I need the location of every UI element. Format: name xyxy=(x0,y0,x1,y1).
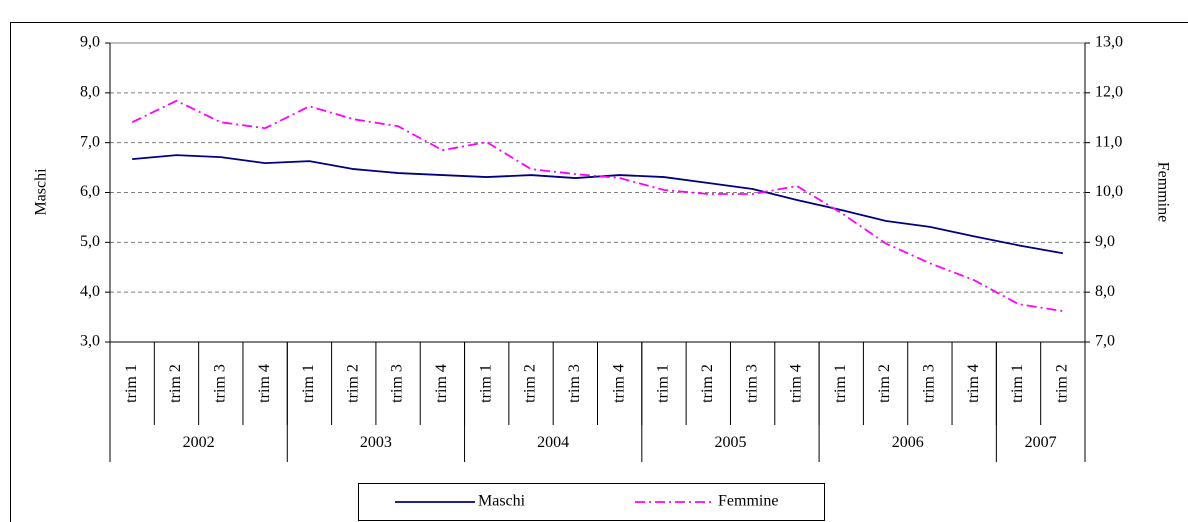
legend-label: Femmine xyxy=(718,493,778,510)
y2-tick-label: 11,0 xyxy=(1095,133,1122,150)
x-tick-label: trim 4 xyxy=(433,364,450,403)
y2-axis-label: Femmine xyxy=(1154,162,1171,222)
x-tick-label: trim 1 xyxy=(832,364,849,403)
x-tick-label: trim 2 xyxy=(167,364,184,403)
y2-tick-label: 10,0 xyxy=(1095,183,1123,200)
y2-tick-label: 12,0 xyxy=(1095,84,1123,101)
year-label: 2004 xyxy=(537,434,569,451)
legend-label: Maschi xyxy=(478,493,526,510)
chart-frame xyxy=(10,22,1188,522)
year-label: 2007 xyxy=(1025,434,1057,451)
year-label: 2003 xyxy=(360,434,392,451)
y2-tick-label: 7,0 xyxy=(1095,333,1115,350)
x-tick-label: trim 4 xyxy=(788,364,805,403)
x-tick-label: trim 3 xyxy=(921,364,938,403)
year-label: 2002 xyxy=(183,434,215,451)
y-tick-label: 5,0 xyxy=(80,233,100,250)
y2-tick-label: 8,0 xyxy=(1095,283,1115,300)
x-tick-label: trim 2 xyxy=(1054,364,1071,403)
y-tick-label: 4,0 xyxy=(80,283,100,300)
x-tick-label: trim 1 xyxy=(300,364,317,403)
y-axis-label: Maschi xyxy=(33,168,50,216)
x-tick-label: trim 1 xyxy=(1009,364,1026,403)
x-tick-label: trim 3 xyxy=(211,364,228,403)
x-tick-label: trim 3 xyxy=(566,364,583,403)
year-label: 2006 xyxy=(892,434,924,451)
y-tick-label: 9,0 xyxy=(80,34,100,51)
y-tick-label: 6,0 xyxy=(80,183,100,200)
x-tick-label: trim 2 xyxy=(344,364,361,403)
x-tick-label: trim 1 xyxy=(123,364,140,403)
x-tick-label: trim 4 xyxy=(965,364,982,403)
x-tick-label: trim 3 xyxy=(743,364,760,403)
y-tick-label: 8,0 xyxy=(80,84,100,101)
y-tick-label: 3,0 xyxy=(80,333,100,350)
x-tick-label: trim 4 xyxy=(610,364,627,403)
y2-tick-label: 13,0 xyxy=(1095,34,1123,51)
x-tick-label: trim 1 xyxy=(655,364,672,403)
y2-tick-label: 9,0 xyxy=(1095,233,1115,250)
x-tick-label: trim 4 xyxy=(256,364,273,403)
x-tick-label: trim 1 xyxy=(477,364,494,403)
series-line xyxy=(131,99,1063,312)
year-label: 2005 xyxy=(714,434,746,451)
series-line xyxy=(132,154,1064,255)
y-tick-label: 7,0 xyxy=(80,133,100,150)
x-tick-label: trim 2 xyxy=(522,364,539,403)
x-tick-label: trim 2 xyxy=(699,364,716,403)
x-tick-label: trim 3 xyxy=(389,364,406,403)
x-tick-label: trim 2 xyxy=(876,364,893,403)
